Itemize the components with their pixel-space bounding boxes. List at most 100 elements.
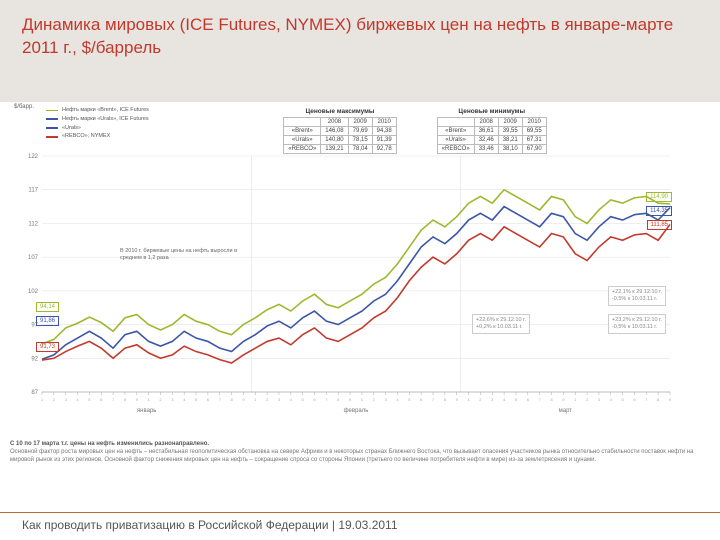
- change-annotation: +22,1% к 29.12.10 г.-0,5% к 10.03.11 г.: [608, 286, 666, 306]
- svg-text:1: 1: [254, 397, 257, 402]
- table-header-cell: 2009: [498, 118, 522, 127]
- svg-text:6: 6: [633, 397, 636, 402]
- svg-text:92: 92: [31, 356, 38, 362]
- legend-item: Нефть марки «Urals», ICE Futures: [46, 115, 149, 124]
- svg-text:3: 3: [171, 397, 174, 402]
- x-axis-month-label: март: [461, 408, 670, 414]
- table-cell: 38,21: [498, 136, 522, 145]
- table-cell: 140,80: [321, 136, 348, 145]
- svg-text:102: 102: [28, 289, 39, 295]
- table-header-cell: 2008: [321, 118, 348, 127]
- line-chart-svg: 8792971021071121171221234567891234567891…: [42, 156, 670, 392]
- svg-text:4: 4: [76, 397, 79, 402]
- svg-text:1: 1: [148, 397, 151, 402]
- svg-text:1: 1: [467, 397, 470, 402]
- svg-text:6: 6: [100, 397, 103, 402]
- table-cell: 39,55: [498, 127, 522, 136]
- chart-container: $/барр. Нефть марки «Brent», ICE Futures…: [0, 102, 720, 450]
- svg-text:7: 7: [645, 397, 648, 402]
- series-start-value: 91,86: [36, 316, 59, 326]
- svg-text:7: 7: [219, 397, 222, 402]
- svg-text:2: 2: [53, 397, 56, 402]
- change-annotation: +23,2% к 29.12.10 г.-0,5% к 10.03.11 г.: [608, 314, 666, 334]
- svg-text:2: 2: [159, 397, 162, 402]
- commentary-lead: С 10 по 17 марта т.г. цены на нефть изме…: [10, 441, 209, 447]
- commentary-body: Основной фактор роста мировых цен на неф…: [10, 449, 693, 463]
- svg-text:107: 107: [28, 255, 39, 261]
- table-cell: 78,04: [348, 145, 372, 154]
- svg-text:4: 4: [290, 397, 293, 402]
- svg-text:3: 3: [385, 397, 388, 402]
- legend-swatch: [46, 110, 58, 112]
- svg-text:8: 8: [550, 397, 553, 402]
- svg-text:2: 2: [373, 397, 376, 402]
- svg-text:117: 117: [28, 188, 38, 194]
- table-cell: 91,39: [372, 136, 396, 145]
- svg-text:8: 8: [124, 397, 127, 402]
- svg-text:5: 5: [408, 397, 411, 402]
- svg-text:122: 122: [28, 154, 39, 160]
- svg-text:2: 2: [479, 397, 482, 402]
- table-cell: 67,31: [522, 136, 546, 145]
- svg-text:6: 6: [527, 397, 530, 402]
- table-cell: «Urals»: [284, 136, 321, 145]
- table-row: «Brent»146,0879,6994,38: [284, 127, 396, 136]
- svg-text:8: 8: [230, 397, 233, 402]
- svg-text:2: 2: [266, 397, 269, 402]
- table-row: «REBCO»139,2178,0492,78: [284, 145, 396, 154]
- price-max-table: Ценовые максимумы200820092010«Brent»146,…: [283, 108, 396, 154]
- svg-text:7: 7: [325, 397, 328, 402]
- legend-label: «REBCO», NYMEX: [62, 132, 110, 141]
- legend-swatch: [46, 127, 58, 129]
- table-header-cell: [437, 118, 474, 127]
- svg-text:7: 7: [432, 397, 435, 402]
- legend-item: «REBCO», NYMEX: [46, 132, 149, 141]
- footer-text: Как проводить приватизацию в Российской …: [22, 518, 398, 532]
- table-cell: 92,78: [372, 145, 396, 154]
- svg-text:2: 2: [586, 397, 589, 402]
- svg-text:4: 4: [610, 397, 613, 402]
- series-line: [42, 207, 670, 360]
- svg-text:5: 5: [621, 397, 624, 402]
- table-cell: «Brent»: [284, 127, 321, 136]
- series-legend: Нефть марки «Brent», ICE FuturesНефть ма…: [46, 106, 149, 141]
- legend-swatch: [46, 118, 58, 120]
- table-cell: 32,46: [474, 136, 498, 145]
- line-chart-plot: 8792971021071121171221234567891234567891…: [42, 156, 670, 392]
- table-cell: «REBCO»: [437, 145, 474, 154]
- svg-text:5: 5: [515, 397, 518, 402]
- table-cell: 79,69: [348, 127, 372, 136]
- svg-text:1: 1: [361, 397, 364, 402]
- table-header-cell: 2009: [348, 118, 372, 127]
- x-axis-month-label: январь: [42, 408, 251, 414]
- series-line: [42, 224, 670, 363]
- table-caption: Ценовые минимумы: [437, 108, 547, 117]
- series-start-value: 94,14: [36, 302, 59, 312]
- table-cell: 38,10: [498, 145, 522, 154]
- svg-text:4: 4: [183, 397, 186, 402]
- table-cell: 36,61: [474, 127, 498, 136]
- table-cell: 69,55: [522, 127, 546, 136]
- legend-label: Нефть марки «Urals», ICE Futures: [62, 115, 149, 124]
- legend-label: «Urals»: [62, 124, 81, 133]
- table-cell: 146,08: [321, 127, 348, 136]
- table-cell: 78,15: [348, 136, 372, 145]
- svg-text:9: 9: [242, 397, 245, 402]
- table-cell: «Brent»: [437, 127, 474, 136]
- annotation-2010: В 2010 г. биржевые цены на нефть выросли…: [120, 248, 240, 262]
- commentary-block: С 10 по 17 марта т.г. цены на нефть изме…: [10, 440, 710, 464]
- svg-text:1: 1: [574, 397, 577, 402]
- svg-text:4: 4: [503, 397, 506, 402]
- table-cell: 67,90: [522, 145, 546, 154]
- series-start-value: 91,73: [36, 342, 59, 352]
- series-end-value: 114,90: [646, 192, 672, 202]
- svg-text:3: 3: [491, 397, 494, 402]
- y-axis-label: $/барр.: [14, 104, 34, 110]
- table-header-cell: 2010: [522, 118, 546, 127]
- svg-text:8: 8: [444, 397, 447, 402]
- table-header-cell: 2010: [372, 118, 396, 127]
- price-min-table: Ценовые минимумы200820092010«Brent»36,61…: [437, 108, 547, 154]
- svg-text:9: 9: [562, 397, 565, 402]
- svg-text:8: 8: [657, 397, 660, 402]
- table-cell: «Urals»: [437, 136, 474, 145]
